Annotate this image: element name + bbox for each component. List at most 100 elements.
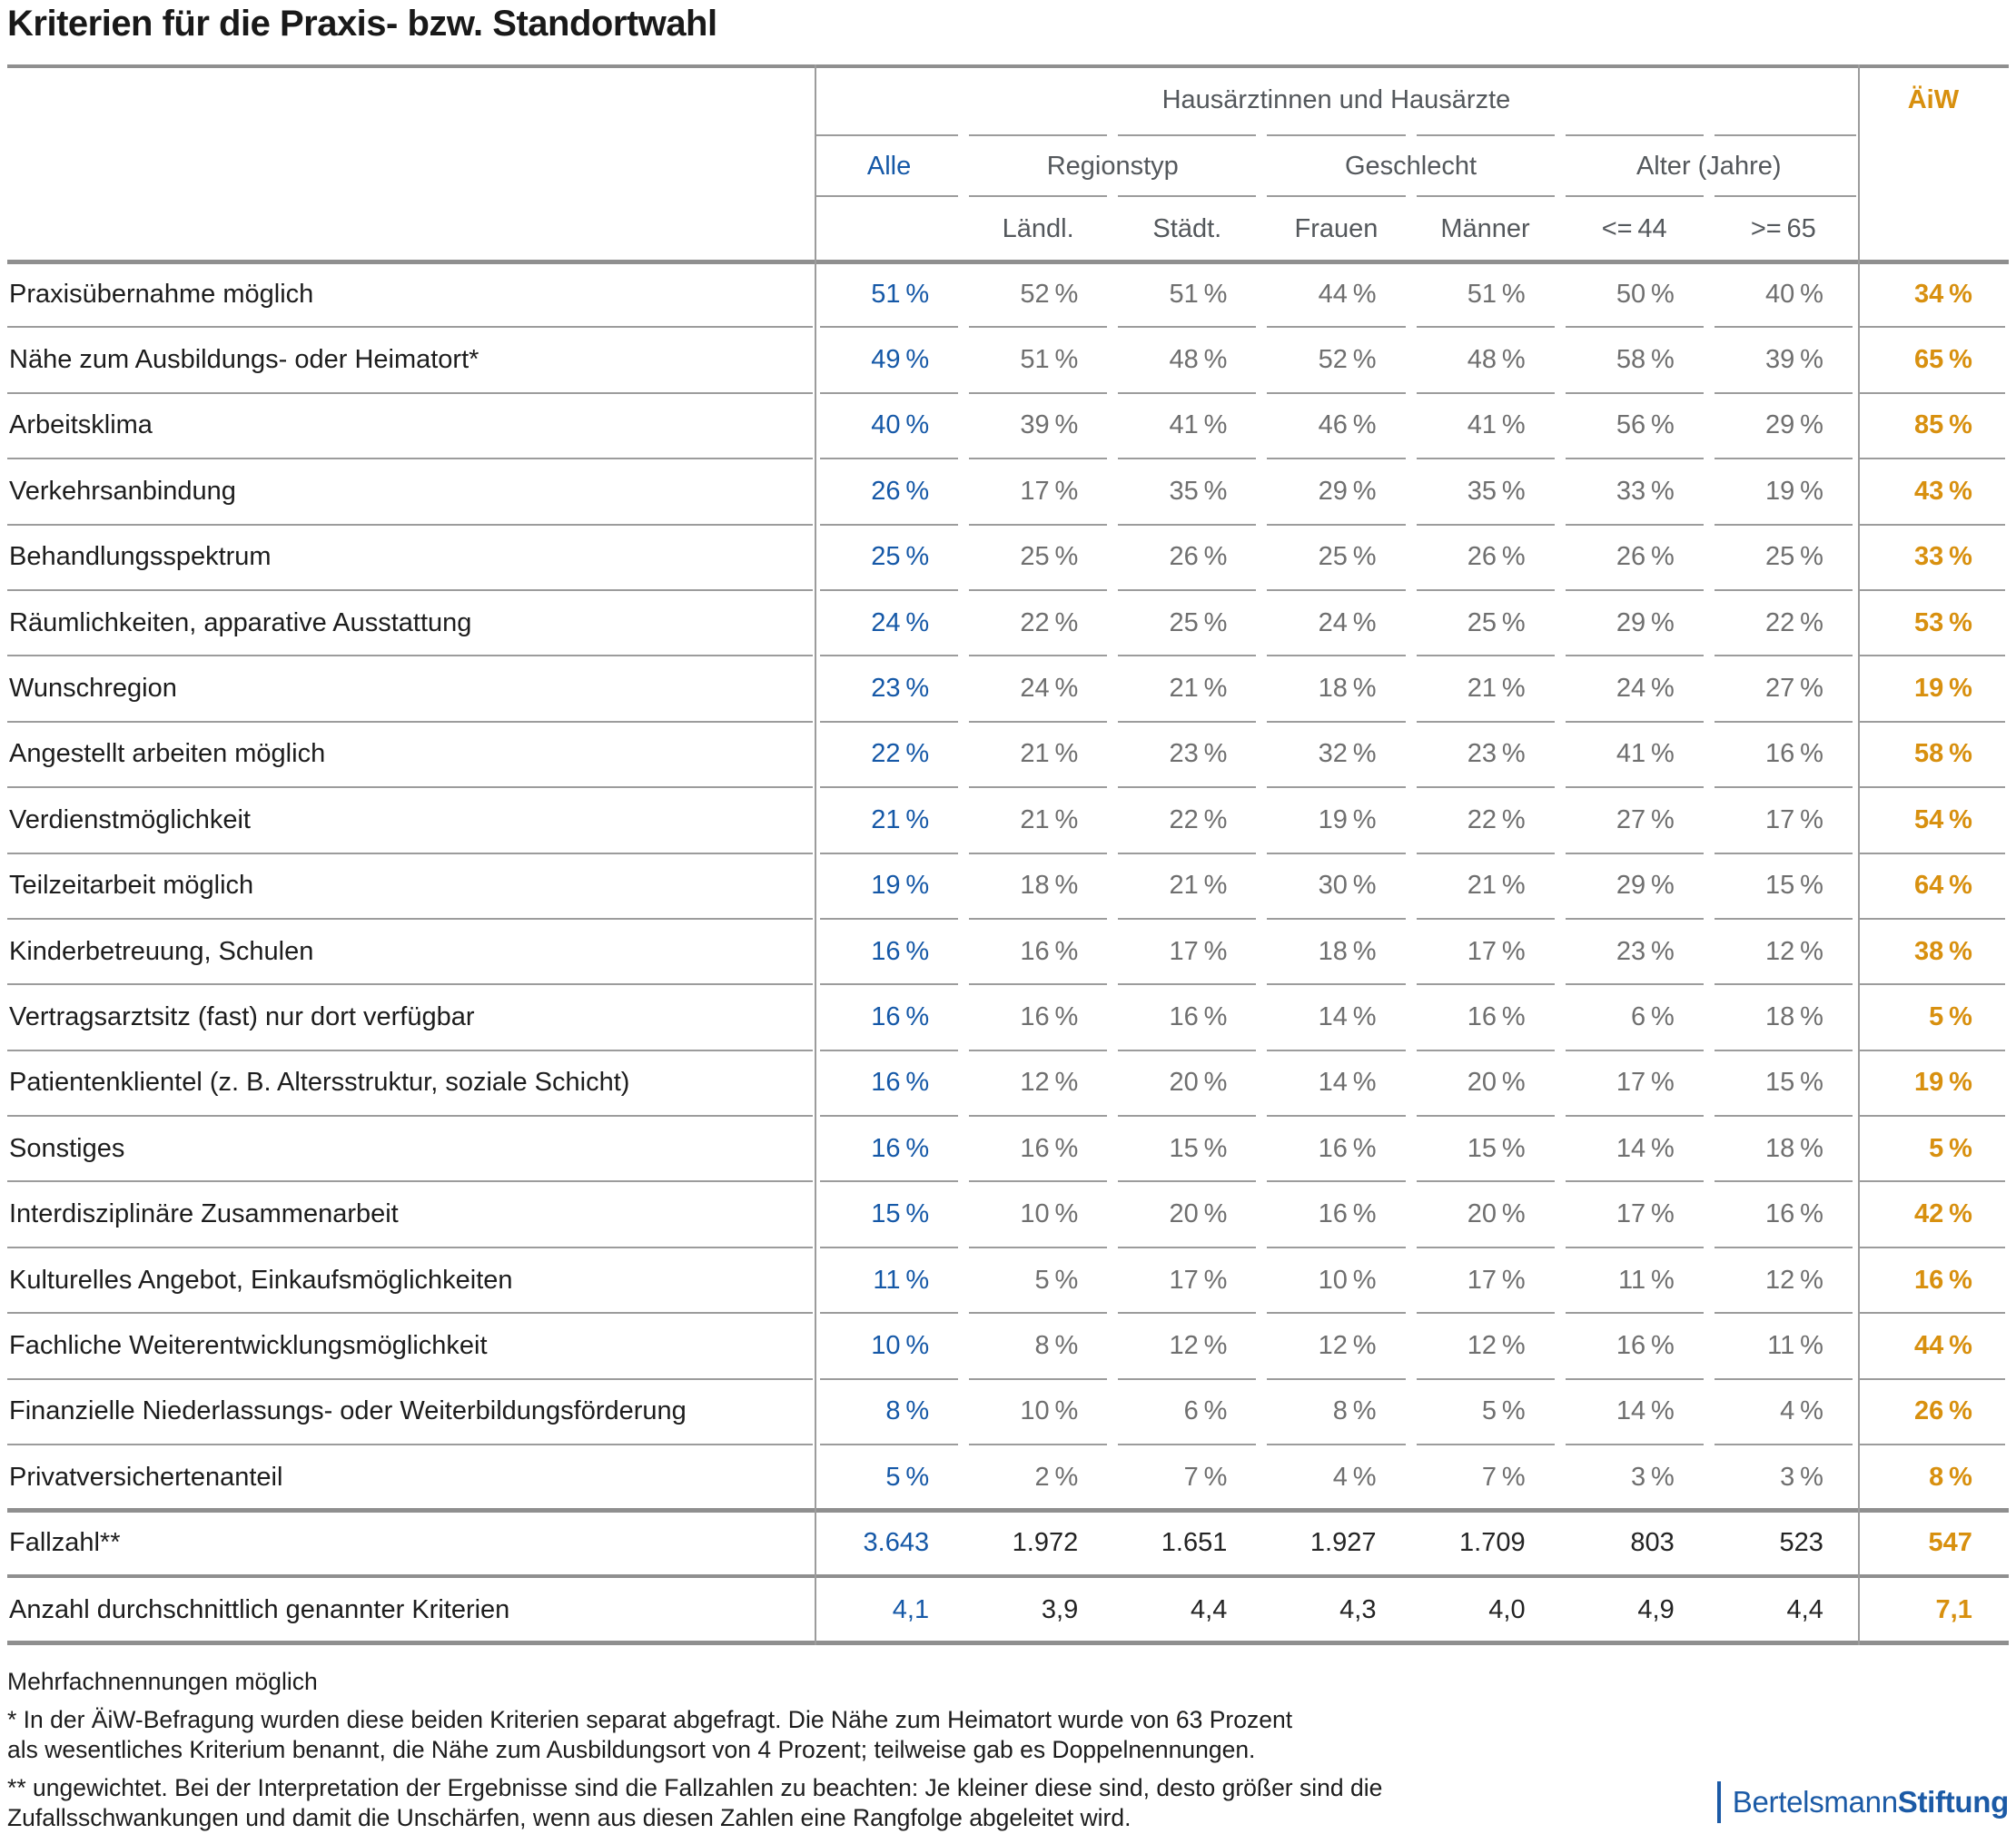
row-divider	[969, 1444, 1108, 1446]
value-cell: 3,9	[964, 1576, 1112, 1642]
header-row-group: Hausärztinnen und Hausärzte ÄiW	[7, 64, 2009, 136]
criterion-text: Kinderbetreuung, Schulen	[9, 936, 314, 966]
row-divider	[1118, 1115, 1257, 1118]
value-text: 38 %	[1914, 936, 1972, 966]
logo-bar-icon	[1716, 1781, 1721, 1823]
criterion-text: Finanzielle Niederlassungs- oder Weiterb…	[9, 1396, 687, 1426]
value-cell: 4,9	[1560, 1576, 1709, 1642]
table-row: Vertragsarztsitz (fast) nur dort verfügb…	[7, 984, 2009, 1051]
value-text: 21 %	[1467, 674, 1526, 704]
value-cell: 10 %	[1261, 1247, 1410, 1315]
value-text: 12 %	[1020, 1068, 1079, 1098]
alle-header-text: Alle	[866, 152, 912, 181]
row-divider	[7, 852, 813, 854]
value-text: 15 %	[1169, 1133, 1228, 1163]
table-row: Räumlichkeiten, apparative Ausstattung 24…	[7, 590, 2009, 657]
value-cell: 12 %	[1261, 1313, 1410, 1380]
value-cell: 20 %	[1112, 1050, 1261, 1118]
header-divider	[815, 134, 959, 136]
row-divider	[7, 391, 813, 394]
row-divider	[1267, 588, 1406, 591]
table-row: Privatversichertenanteil 5 % 2 % 7 % 4 % 7 % 3…	[7, 1445, 2009, 1510]
value-text: 3 %	[1780, 1462, 1823, 1492]
row-divider	[1565, 458, 1704, 460]
header-divider	[1416, 134, 1555, 136]
footnote-star: * In der ÄiW-Befragung wurden diese beid…	[7, 1705, 1382, 1765]
row-divider	[969, 983, 1108, 986]
criterion-label: Behandlungsspektrum	[7, 525, 815, 591]
value-cell: 26 %	[1112, 525, 1261, 591]
value-text: 44 %	[1914, 1330, 1972, 1360]
criterion-text: Fachliche Weiterentwicklungsmöglichkeit	[9, 1330, 488, 1360]
row-divider	[7, 1180, 813, 1183]
value-text: 18 %	[1020, 871, 1079, 901]
row-divider	[1857, 1115, 2005, 1118]
value-cell: 16 %	[815, 984, 964, 1051]
row-divider	[969, 588, 1108, 591]
row-divider	[7, 786, 813, 789]
value-text: 29 %	[1616, 607, 1675, 637]
value-cell: 8 %	[964, 1313, 1112, 1380]
value-text: 18 %	[1318, 674, 1377, 704]
value-cell: 39 %	[964, 393, 1112, 460]
value-text: 5 %	[1034, 1265, 1079, 1295]
criterion-text: Verkehrsanbindung	[9, 476, 236, 506]
logo-name-regular: Bertelsmann	[1732, 1785, 1898, 1819]
value-text: 26 %	[1616, 542, 1675, 572]
table-row: Behandlungsspektrum 25 % 25 % 26 % 25 % 26 % 2…	[7, 525, 2009, 591]
row-divider	[1714, 852, 1853, 854]
criterion-label: Nähe zum Ausbildungs- oder Heimatort*	[7, 327, 815, 394]
value-text: 32 %	[1318, 739, 1377, 769]
value-cell: 21 %	[1411, 656, 1560, 723]
value-text: 25 %	[1169, 607, 1228, 637]
value-text: 18 %	[1318, 936, 1377, 966]
value-cell: 803	[1560, 1510, 1709, 1576]
value-text: 25 %	[1020, 542, 1079, 572]
header-divider	[1565, 134, 1704, 136]
row-divider	[969, 786, 1108, 789]
alter-header-text: Alter (Jahre)	[1636, 152, 1782, 181]
header-row-subgroups: Alle Regionstyp Geschlecht Alter (Jahre)	[7, 136, 2009, 197]
vertical-rule-aiw	[1858, 64, 1860, 1645]
value-cell: 42 %	[1857, 1181, 2009, 1248]
value-cell: 16 %	[1857, 1247, 2009, 1315]
value-text: 17 %	[1020, 476, 1079, 506]
le44-header-text: <= 44	[1601, 214, 1667, 243]
value-text: 25 %	[871, 542, 930, 572]
bertelsmann-logo: BertelsmannStiftung	[1716, 1781, 2009, 1823]
row-divider	[1565, 391, 1704, 394]
value-cell: 12 %	[1709, 1247, 1858, 1315]
value-cell: 40 %	[815, 393, 964, 460]
criterion-label: Praxisübernahme möglich	[7, 261, 815, 329]
value-text: 12 %	[1169, 1330, 1228, 1360]
value-text: 4 %	[1780, 1396, 1823, 1426]
value-cell: 18 %	[1261, 656, 1410, 723]
row-divider	[1714, 391, 1853, 394]
criteria-table: Hausärztinnen und Hausärzte ÄiW Alle Reg…	[7, 64, 2009, 1645]
value-cell: 7,1	[1858, 1576, 2009, 1642]
criterion-label: Angestellt arbeiten möglich	[7, 722, 815, 789]
value-text: 54 %	[1914, 804, 1972, 834]
row-divider	[1565, 720, 1704, 723]
value-text: 20 %	[1169, 1199, 1228, 1229]
value-text: 16 %	[871, 1068, 930, 1098]
value-text: 21 %	[1467, 871, 1526, 901]
row-divider	[969, 655, 1108, 657]
value-cell: 17 %	[1411, 919, 1560, 986]
row-divider	[820, 852, 959, 854]
criterion-text: Wunschregion	[9, 674, 177, 704]
row-divider	[1416, 720, 1555, 723]
row-divider	[1267, 983, 1406, 986]
value-text: 18 %	[1765, 1133, 1823, 1163]
value-text: 26 %	[1914, 1396, 1972, 1426]
row-divider	[7, 523, 813, 526]
row-divider	[969, 1312, 1108, 1315]
footnote-doublestar-line1: ** ungewichtet. Bei der Interpretation d…	[7, 1774, 1383, 1801]
criterion-label: Kinderbetreuung, Schulen	[7, 919, 815, 986]
value-cell: 14 %	[1560, 1379, 1709, 1446]
value-text: 8 %	[885, 1396, 930, 1426]
row-divider	[1267, 786, 1406, 789]
value-cell: 27 %	[1709, 656, 1858, 723]
value-text: 14 %	[1616, 1133, 1675, 1163]
table-row: Finanzielle Niederlassungs- oder Weiterb…	[7, 1379, 2009, 1446]
